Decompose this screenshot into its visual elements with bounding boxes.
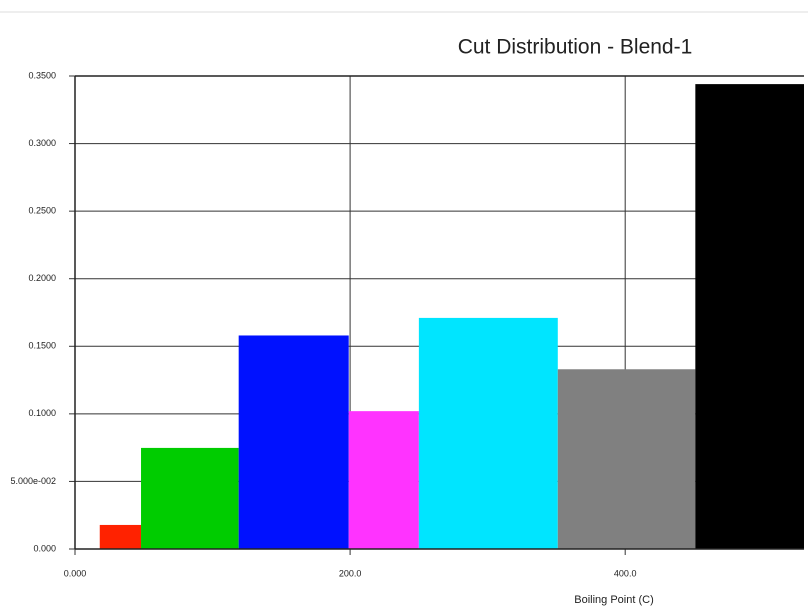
y-tick-label: 0.3500 <box>28 70 56 80</box>
bar <box>695 84 804 549</box>
y-tick-label: 0.1000 <box>28 408 56 418</box>
x-tick-label: 0.000 <box>64 568 87 578</box>
x-tick-label: 200.0 <box>339 568 362 578</box>
chart-title: Cut Distribution - Blend-1 <box>458 36 693 59</box>
bar <box>238 335 349 549</box>
y-tick-label: 0.2000 <box>28 273 56 283</box>
x-tick-label: 400.0 <box>614 568 637 578</box>
y-tick-label: 5.000e-002 <box>10 476 56 486</box>
y-tick-label: 0.000 <box>33 543 56 553</box>
x-axis-label: Boiling Point (C) <box>574 594 653 606</box>
y-tick-label: 0.3000 <box>28 138 56 148</box>
bar <box>557 369 696 549</box>
bar <box>348 411 419 549</box>
y-tick-label: 0.2500 <box>28 206 56 216</box>
y-tick-label: 0.1500 <box>28 341 56 351</box>
bar <box>418 317 558 549</box>
bar <box>99 524 142 549</box>
bar <box>141 447 239 549</box>
